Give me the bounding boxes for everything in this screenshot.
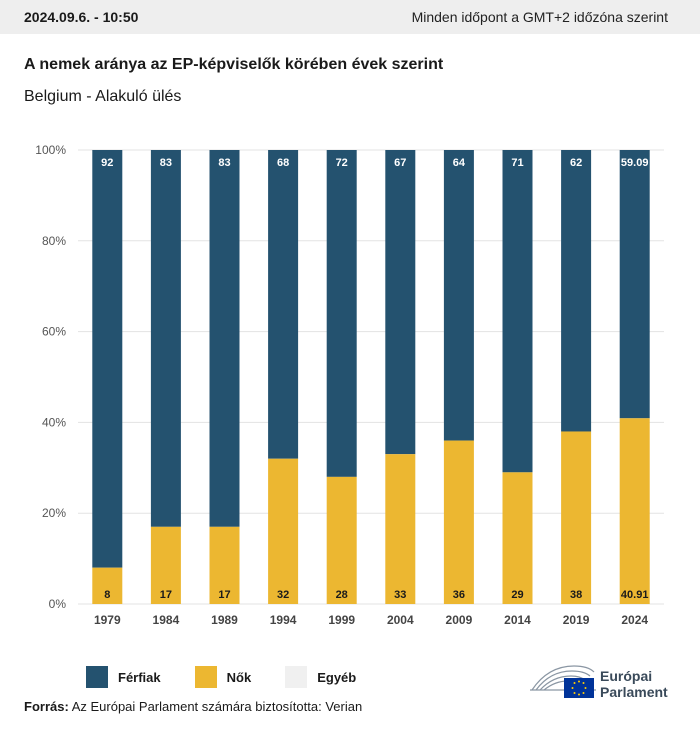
bar-ferfiak: [326, 150, 357, 477]
y-tick-label: 20%: [42, 506, 66, 520]
data-label-nok: 8: [104, 589, 110, 601]
data-label-ferfiak: 71: [511, 157, 523, 169]
x-tick-label: 1994: [270, 613, 297, 627]
legend-swatch-ferfiak: [86, 666, 108, 688]
top-bar: 2024.09.6. - 10:50 Minden időpont a GMT+…: [0, 0, 700, 34]
x-tick-label: 1984: [153, 613, 180, 627]
data-label-ferfiak: 83: [160, 157, 172, 169]
data-label-ferfiak: 92: [101, 157, 113, 169]
y-tick-label: 80%: [42, 234, 66, 248]
data-label-nok: 40.91: [621, 589, 649, 601]
bar-ferfiak: [268, 150, 299, 459]
data-label-nok: 17: [160, 589, 172, 601]
legend-item-egyeb[interactable]: Egyéb: [285, 666, 356, 688]
logo-text: Európai Parlament: [600, 668, 668, 700]
bar-ferfiak: [385, 150, 416, 455]
y-tick-label: 60%: [42, 325, 66, 339]
data-label-nok: 17: [218, 589, 230, 601]
source-note: Forrás: Az Európai Parlament számára biz…: [24, 699, 362, 714]
data-label-ferfiak: 67: [394, 157, 406, 169]
source-label: Forrás:: [24, 699, 69, 714]
x-tick-label: 2024: [621, 613, 648, 627]
bar-ferfiak: [502, 150, 533, 473]
european-parliament-logo-icon: [530, 665, 596, 698]
data-label-ferfiak: 64: [453, 157, 466, 169]
bar-ferfiak: [619, 150, 650, 419]
bar-nok: [326, 476, 357, 604]
bar-nok: [619, 418, 650, 604]
data-label-ferfiak: 72: [336, 157, 348, 169]
bar-nok: [443, 440, 474, 604]
logo-line-2: Parlament: [600, 684, 668, 700]
bar-nok: [268, 458, 299, 604]
legend-swatch-nok: [194, 666, 217, 688]
legend-swatch-egyeb: [285, 666, 308, 688]
source-text: Az Európai Parlament számára biztosított…: [71, 699, 363, 714]
data-label-nok: 28: [336, 589, 348, 601]
bar-nok: [385, 454, 416, 604]
bar-nok: [209, 526, 240, 604]
x-tick-label: 2019: [563, 613, 590, 627]
bar-nok: [502, 472, 533, 604]
chart-title: A nemek aránya az EP-képviselők körében …: [24, 56, 444, 73]
legend-item-nok[interactable]: Nők: [194, 666, 252, 688]
bar-ferfiak: [209, 150, 240, 527]
data-label-nok: 36: [453, 589, 465, 601]
logo-line-1: Európai: [600, 668, 653, 684]
bar-nok: [92, 567, 123, 604]
bar-nok: [150, 526, 181, 604]
y-tick-label: 40%: [42, 415, 66, 429]
datetime: 2024.09.6. - 10:50: [24, 9, 139, 25]
legend-item-ferfiak[interactable]: Férfiak: [86, 666, 161, 688]
legend: Férfiak Nők Egyéb: [86, 666, 390, 688]
legend-label: Férfiak: [118, 669, 161, 685]
bar-ferfiak: [92, 150, 123, 568]
legend-label: Nők: [226, 669, 252, 685]
data-label-ferfiak: 68: [277, 157, 289, 169]
bar-ferfiak: [561, 150, 592, 432]
data-label-nok: 38: [570, 589, 582, 601]
legend-label: Egyéb: [317, 669, 357, 685]
data-label-ferfiak: 83: [218, 157, 230, 169]
y-tick-label: 0%: [49, 597, 67, 611]
bar-ferfiak: [150, 150, 181, 527]
chart-subtitle: Belgium - Alakuló ülés: [24, 88, 182, 105]
x-tick-label: 2009: [446, 613, 473, 627]
data-label-ferfiak: 62: [570, 157, 582, 169]
data-label-nok: 32: [277, 589, 289, 601]
data-label-nok: 33: [394, 589, 406, 601]
x-tick-label: 2014: [504, 613, 531, 627]
x-tick-label: 1999: [328, 613, 355, 627]
stacked-bar-chart: 0% 20% 40% 60% 80% 100% 92 8 1979 83 17 1984 83 17 198…: [35, 143, 664, 627]
bar-nok: [561, 431, 592, 604]
x-tick-label: 1989: [211, 613, 238, 627]
bar-ferfiak: [443, 150, 474, 441]
timezone-note: Minden időpont a GMT+2 időzóna szerint: [411, 9, 668, 25]
y-tick-label: 100%: [35, 143, 66, 157]
data-label-nok: 29: [511, 589, 523, 601]
x-tick-label: 1979: [94, 613, 121, 627]
data-label-ferfiak: 59.09: [621, 157, 649, 169]
x-tick-label: 2004: [387, 613, 414, 627]
